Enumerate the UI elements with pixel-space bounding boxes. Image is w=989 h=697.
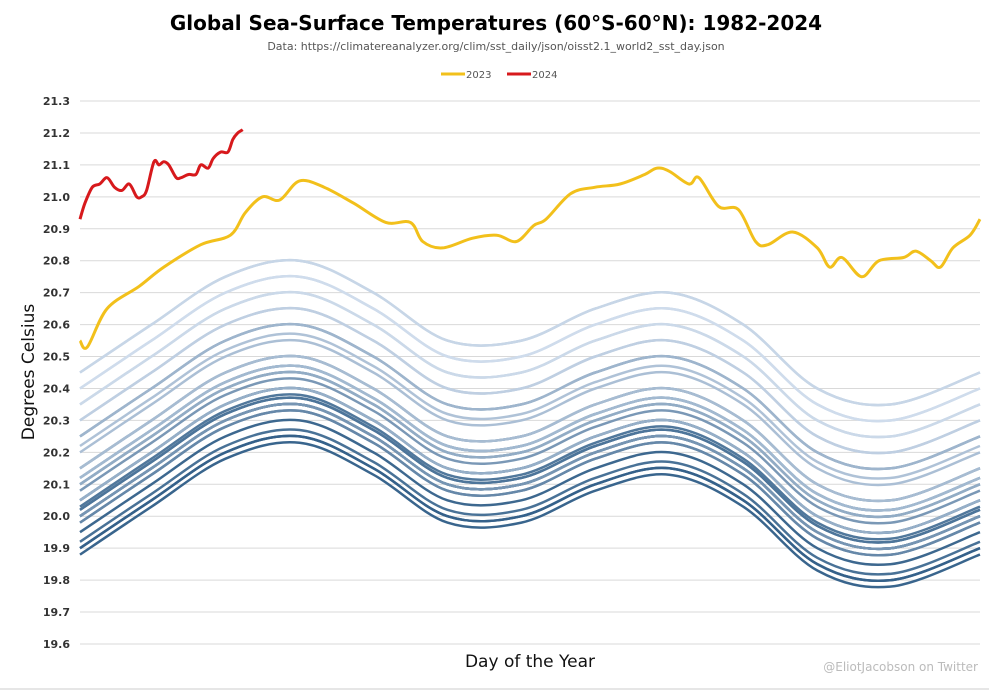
series-line-2018: [79, 306, 981, 455]
y-axis-label: Degrees Celsius: [19, 304, 39, 441]
series-line-2013: [79, 338, 981, 487]
series-line-2021: [79, 290, 981, 439]
chart-title: Global Sea-Surface Temperatures (60°S-60…: [170, 11, 822, 35]
highlight-years: [78, 128, 982, 350]
y-tick-label: 19.6: [43, 638, 70, 651]
series-line-1990: [79, 396, 981, 544]
series-line-1986: [79, 418, 981, 566]
y-tick-label: 20.0: [43, 510, 70, 523]
y-tick-label: 21.3: [43, 95, 70, 108]
y-tick-label: 21.2: [43, 127, 70, 140]
y-tick-label: 20.4: [43, 382, 70, 395]
y-tick-label: 21.0: [43, 191, 70, 204]
y-tick-label: 20.6: [43, 319, 70, 332]
series-line-2014: [79, 332, 981, 480]
y-tick-label: 20.8: [43, 255, 70, 268]
gridlines: [80, 100, 980, 645]
series-line-2011: [79, 364, 981, 512]
y-tick-label: 21.1: [43, 159, 70, 172]
x-axis-label: Day of the Year: [465, 652, 595, 672]
series-line-2012: [79, 354, 981, 503]
y-axis-ticks: 19.6 19.7 19.8 19.9 20.0 20.1 20.2 20.3 20.4 20.5…: [43, 95, 70, 651]
series-line-2024: [78, 128, 244, 220]
y-tick-label: 20.3: [43, 414, 70, 427]
series-line-2001: [79, 377, 981, 525]
series-line-2008: [79, 386, 981, 535]
series-line-1989: [79, 428, 981, 576]
watermark: @EliotJacobson on Twitter: [823, 660, 978, 674]
background-years: [79, 258, 981, 589]
series-line-2020: [79, 258, 981, 407]
series-line-2007: [79, 370, 981, 519]
y-tick-label: 19.7: [43, 606, 70, 619]
y-tick-label: 20.1: [43, 478, 70, 491]
y-tick-label: 20.7: [43, 287, 70, 300]
legend-label-2023: 2023: [466, 70, 491, 81]
y-tick-label: 20.5: [43, 351, 70, 364]
series-line-2000: [79, 402, 981, 551]
y-tick-label: 20.9: [43, 223, 70, 236]
series-line-2010: [79, 322, 981, 471]
legend-label-2024: 2024: [532, 70, 557, 81]
series-line-2022: [79, 274, 981, 423]
series-line-1985: [79, 441, 981, 589]
y-tick-label: 19.8: [43, 574, 70, 587]
y-tick-label: 19.9: [43, 542, 70, 555]
series-line-1984: [79, 434, 981, 582]
series-line-2023: [78, 166, 982, 350]
series-line-1991: [79, 393, 981, 541]
series-line-1996: [79, 409, 981, 557]
chart-subtitle: Data: https://climatereanalyzer.org/clim…: [267, 40, 724, 53]
y-tick-label: 20.2: [43, 446, 70, 459]
legend: 2023 2024: [441, 70, 557, 81]
